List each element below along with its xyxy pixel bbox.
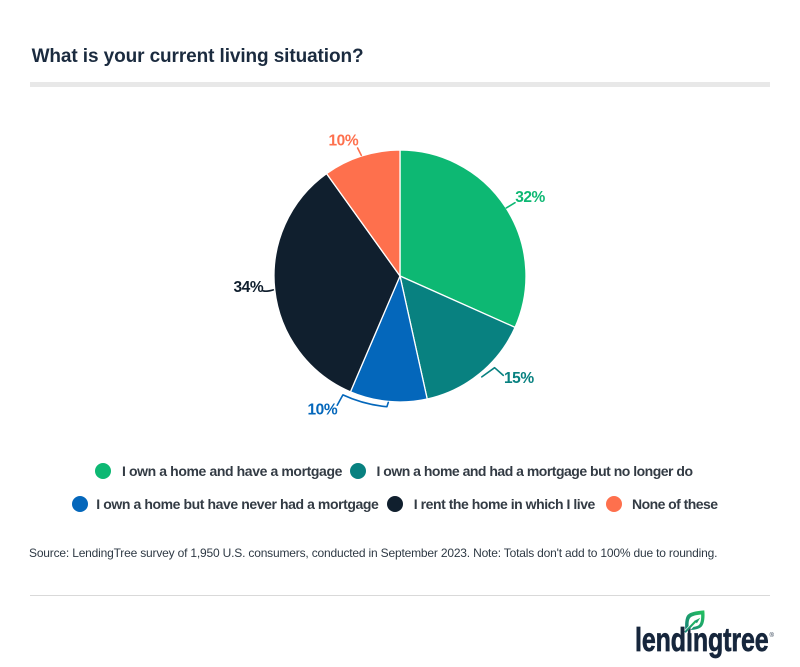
svg-text:32%: 32% xyxy=(515,189,545,206)
svg-text:lendıngtree: lendıngtree xyxy=(635,623,769,659)
svg-text:34%: 34% xyxy=(234,279,264,296)
svg-text:®: ® xyxy=(770,632,775,639)
svg-text:15%: 15% xyxy=(504,370,534,387)
svg-text:10%: 10% xyxy=(308,402,338,419)
svg-text:10%: 10% xyxy=(329,133,359,150)
